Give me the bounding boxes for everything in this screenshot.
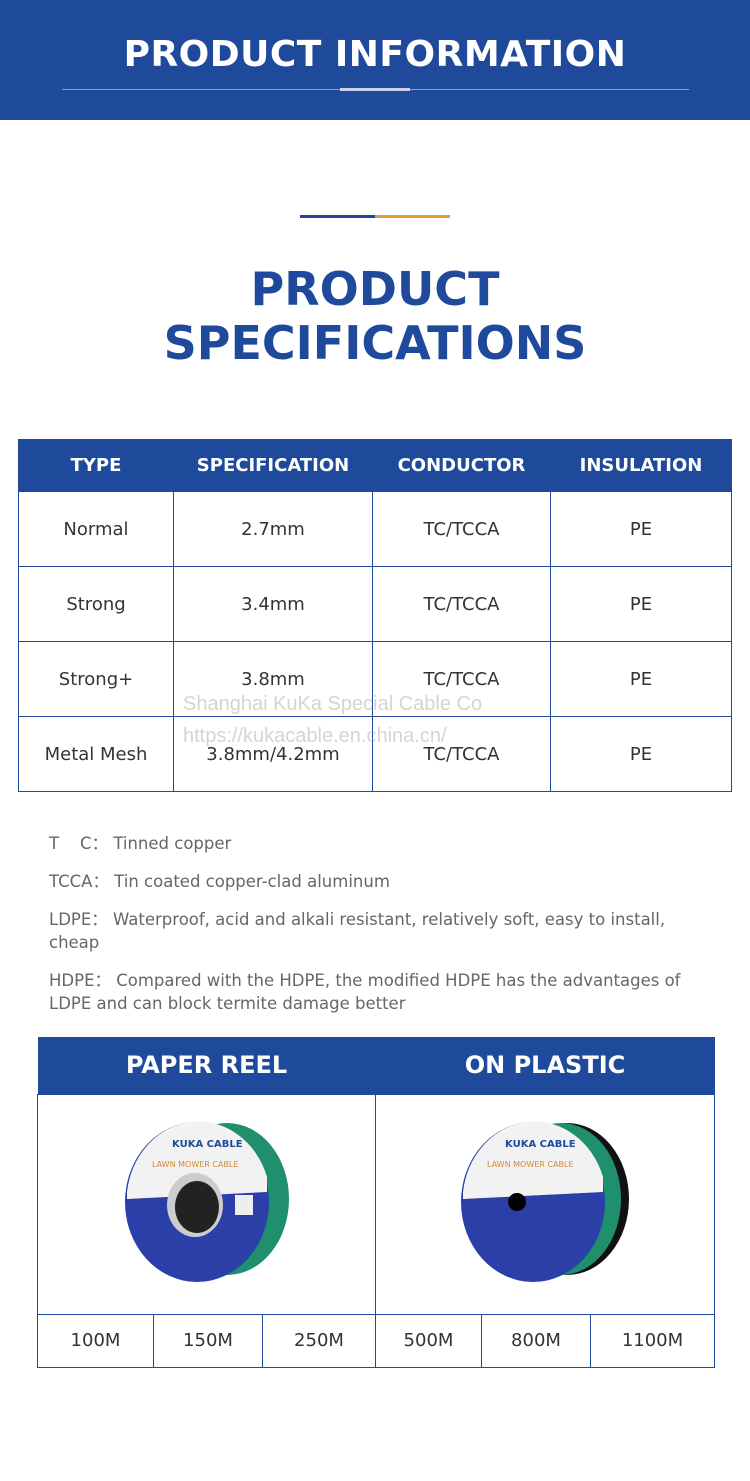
title-line-2: SPECIFICATIONS [163, 316, 587, 370]
length-option: 1100M [590, 1313, 715, 1368]
watermark-url: https://kukacable.en.china.cn/ [183, 725, 447, 747]
table-row: Metal Mesh 3.8mm/4.2mm TC/TCCA PE [18, 716, 732, 792]
reel-product: LAWN MOWER CABLE [487, 1160, 573, 1169]
cell: TC/TCCA [372, 716, 551, 792]
note-hdpe: HDPE： Compared with the HDPE, the modifi… [49, 971, 681, 1013]
cell: TC/TCCA [372, 491, 551, 567]
cell: PE [550, 716, 732, 792]
length-option: 150M [153, 1313, 263, 1368]
header-conductor: CONDUCTOR [372, 439, 551, 492]
title-line-1: PRODUCT [250, 262, 500, 316]
notes: T C： Tinned copper TCCA： Tin coated copp… [49, 832, 709, 1030]
cell: 3.8mm [173, 641, 373, 717]
header-specification: SPECIFICATION [173, 439, 373, 492]
header-type: TYPE [18, 439, 174, 492]
decor-bar-orange [375, 215, 450, 218]
note-ldpe: LDPE： Waterproof, acid and alkali resist… [49, 910, 666, 952]
paper-reel-image: KUKA CABLE LAWN MOWER CABLE [37, 1093, 376, 1315]
cell: TC/TCCA [372, 641, 551, 717]
length-option: 800M [481, 1313, 591, 1368]
cell: Metal Mesh [18, 716, 174, 792]
length-option: 100M [37, 1313, 154, 1368]
reel-product: LAWN MOWER CABLE [152, 1160, 238, 1169]
table-header: TYPE SPECIFICATION CONDUCTOR INSULATION [18, 439, 732, 492]
reel-brand: KUKA CABLE [172, 1139, 243, 1150]
cell: PE [550, 566, 732, 642]
spec-table: TYPE SPECIFICATION CONDUCTOR INSULATION … [18, 439, 732, 792]
header-insulation: INSULATION [550, 439, 732, 492]
cell: PE [550, 641, 732, 717]
cell: Normal [18, 491, 174, 567]
divider-highlight [340, 88, 410, 91]
cell: TC/TCCA [372, 566, 551, 642]
decor-bar-blue [300, 215, 375, 218]
packaging-table: PAPER REEL ON PLASTIC KUKA CABLE LAWN MO… [37, 1037, 715, 1368]
cell: Strong+ [18, 641, 174, 717]
cell: 3.8mm/4.2mm [173, 716, 373, 792]
header-paper-reel: PAPER REEL [37, 1037, 376, 1094]
watermark-company: Shanghai KuKa Special Cable Co [183, 693, 483, 715]
section-title: PRODUCT SPECIFICATIONS [0, 262, 750, 370]
note-tcca: TCCA： Tin coated copper-clad aluminum [49, 872, 390, 891]
note-tc: T C： Tinned copper [49, 834, 232, 853]
cell: Strong [18, 566, 174, 642]
table-row: Strong 3.4mm TC/TCCA PE [18, 566, 732, 642]
reel-brand: KUKA CABLE [505, 1139, 576, 1150]
header-banner: PRODUCT INFORMATION [0, 0, 750, 120]
header-on-plastic: ON PLASTIC [375, 1037, 715, 1094]
plastic-reel-image: KUKA CABLE LAWN MOWER CABLE [375, 1093, 715, 1315]
length-option: 250M [262, 1313, 376, 1368]
cell: 2.7mm [173, 491, 373, 567]
length-option: 500M [375, 1313, 482, 1368]
table-row: Normal 2.7mm TC/TCCA PE [18, 491, 732, 567]
cell: PE [550, 491, 732, 567]
banner-title: PRODUCT INFORMATION [123, 34, 627, 75]
cell: 3.4mm [173, 566, 373, 642]
